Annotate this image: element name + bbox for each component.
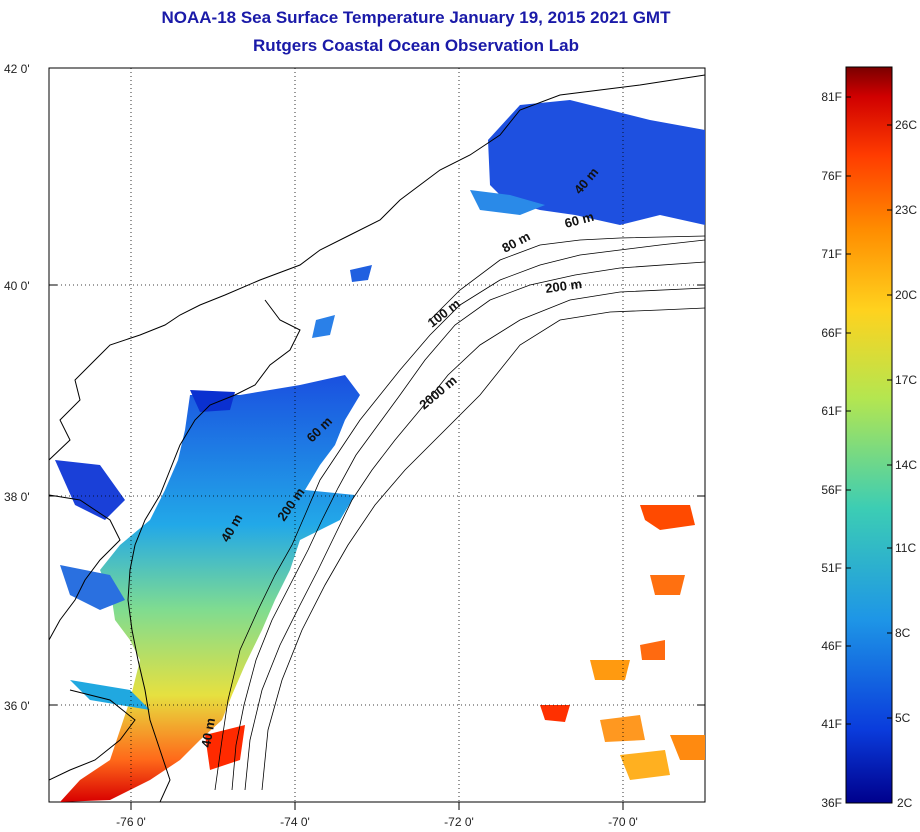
axis-ticks bbox=[49, 67, 705, 810]
contour-80m bbox=[429, 235, 705, 321]
colorbar-c-label: 2C bbox=[897, 796, 913, 810]
sst-offshore-patch bbox=[600, 715, 645, 742]
sst-offshore-patch bbox=[670, 735, 705, 760]
colorbar-f-label: 61F bbox=[821, 404, 842, 418]
colorbar-f-label: 51F bbox=[821, 561, 842, 575]
sst-offshore-patch bbox=[590, 660, 630, 680]
contour-label: 60 m bbox=[563, 209, 596, 231]
colorbar-c-label: 5C bbox=[895, 711, 911, 725]
colorbar bbox=[845, 66, 893, 804]
colorbar-f-label: 56F bbox=[821, 483, 842, 497]
colorbar-c-label: 20C bbox=[895, 288, 917, 302]
lat-label: 40 0' bbox=[4, 279, 30, 293]
colorbar-f-label: 76F bbox=[821, 169, 842, 183]
sst-small-patch bbox=[350, 265, 372, 282]
colorbar-c-label: 17C bbox=[895, 373, 917, 387]
sst-north-patch-2 bbox=[470, 190, 545, 215]
colorbar-f-label: 81F bbox=[821, 90, 842, 104]
sst-offshore-patch bbox=[540, 705, 570, 722]
colorbar-c-label: 11C bbox=[895, 541, 916, 555]
contour-2000m bbox=[261, 307, 705, 791]
contour-label: 200 m bbox=[544, 276, 583, 296]
colorbar-ticks bbox=[846, 96, 892, 725]
colorbar-f-label: 36F bbox=[821, 796, 842, 810]
lon-label: -74 0' bbox=[280, 815, 310, 829]
colorbar-f-label: 41F bbox=[821, 717, 842, 731]
map-grid bbox=[49, 68, 705, 802]
colorbar-f-label: 71F bbox=[821, 247, 842, 261]
contour-40m bbox=[214, 239, 705, 791]
colorbar-c-label: 8C bbox=[895, 626, 911, 640]
colorbar-c-label: 14C bbox=[895, 458, 917, 472]
colorbar-c-label: 23C bbox=[895, 203, 917, 217]
lon-label: -70 0' bbox=[608, 815, 638, 829]
map-subtitle: Rutgers Coastal Ocean Observation Lab bbox=[253, 36, 579, 55]
sst-chesapeake-patch bbox=[55, 460, 125, 520]
lon-label: -72 0' bbox=[444, 815, 474, 829]
sst-offshore-patch bbox=[640, 640, 665, 660]
lat-label: 38 0' bbox=[4, 490, 30, 504]
coastline-north bbox=[49, 74, 705, 461]
sst-offshore-patch bbox=[640, 505, 695, 530]
sst-bay-patch bbox=[190, 390, 235, 412]
lat-label: 42 0' bbox=[4, 62, 30, 76]
colorbar-f-label: 66F bbox=[821, 326, 842, 340]
chesapeake-shore bbox=[49, 494, 121, 641]
colorbar-c-label: 26C bbox=[895, 118, 917, 132]
contour-label: 40 m bbox=[198, 717, 218, 749]
sst-small-patch-2 bbox=[312, 315, 335, 338]
sst-chesapeake-patch-2 bbox=[60, 565, 125, 610]
coastline-south bbox=[127, 299, 301, 802]
lon-label: -76 0' bbox=[116, 815, 146, 829]
map-title: NOAA-18 Sea Surface Temperature January … bbox=[161, 8, 671, 27]
sst-offshore-patch bbox=[620, 750, 670, 780]
contour-200m bbox=[244, 287, 705, 791]
sound-shore bbox=[49, 689, 136, 781]
sst-offshore-patch bbox=[650, 575, 685, 595]
colorbar-f-label: 46F bbox=[821, 639, 842, 653]
lat-label: 36 0' bbox=[4, 699, 30, 713]
sst-north-patch bbox=[488, 100, 705, 225]
sst-sound-patch bbox=[70, 680, 150, 710]
